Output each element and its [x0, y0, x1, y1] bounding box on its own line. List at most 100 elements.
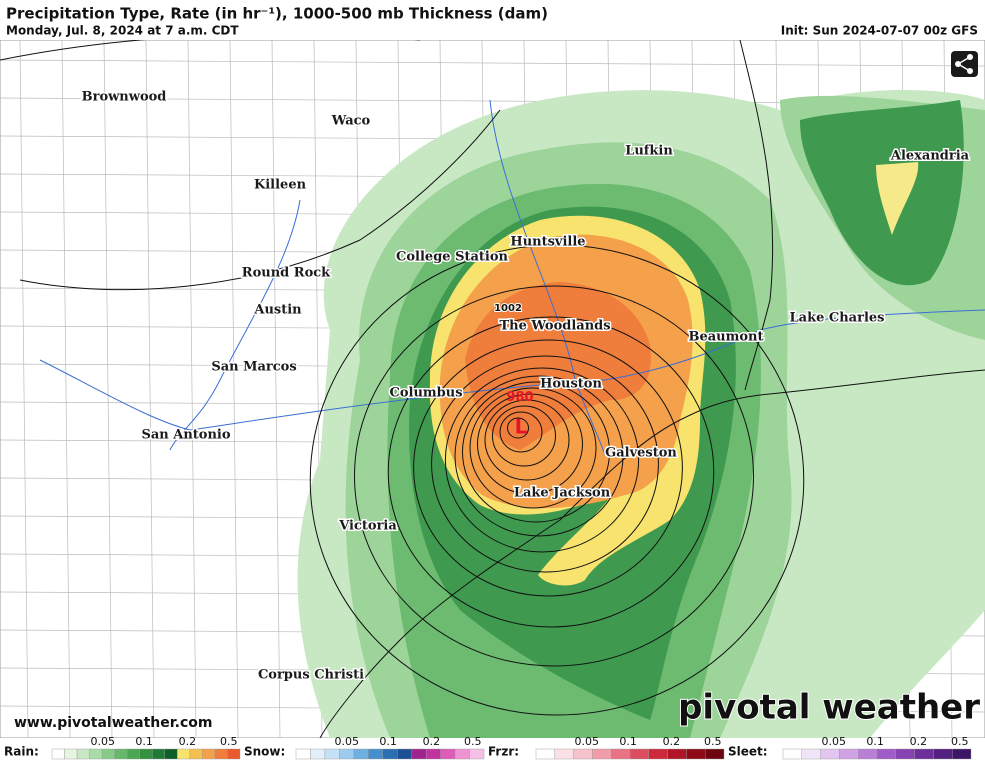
legend-swatch: [164, 748, 178, 760]
city-label: Houston: [540, 377, 602, 392]
legend-swatch: [933, 748, 953, 760]
legend-swatch: [177, 748, 191, 760]
city-label: Lake Charles: [790, 311, 885, 326]
legend-tick: 0.2: [663, 735, 681, 748]
county-line: [0, 59, 985, 67]
legend-swatch: [397, 748, 412, 760]
legend-tick: 0.1: [135, 735, 153, 748]
isobar: [454, 375, 624, 537]
legend-swatch: [858, 748, 878, 760]
legend-swatch: [820, 748, 840, 760]
legend-swatch: [469, 748, 485, 760]
legend-swatch: [425, 748, 441, 760]
city-label: Lake Jackson: [514, 486, 611, 501]
city-label: Killeen: [254, 178, 307, 193]
city-label: Corpus Christi: [258, 668, 364, 683]
county-line: [103, 40, 113, 738]
pressure-label: 1002: [494, 303, 522, 314]
county-line: [229, 40, 239, 738]
isobar: [444, 367, 640, 553]
isobar: [477, 393, 583, 495]
legend-tick: 0.5: [704, 735, 722, 748]
legend-swatch: [440, 748, 456, 760]
city-labels: Brownwood Waco Lufkin Alexandria Killeen Hunt…: [80, 88, 971, 684]
city-label: Austin: [253, 303, 302, 318]
legend-swatch: [782, 748, 802, 760]
legend-swatch: [295, 748, 311, 760]
legend-swatch: [114, 748, 128, 760]
city-label: Galveston: [605, 446, 677, 461]
county-line: [145, 40, 155, 738]
isobar: [469, 387, 597, 509]
legend-swatch: [152, 748, 165, 760]
legend-swatch: [339, 748, 355, 760]
legend-background: [0, 738, 985, 761]
isobars: [309, 244, 805, 716]
legend-label: Rain:: [4, 745, 39, 759]
footer-url: www.pivotalweather.com: [14, 715, 213, 731]
legend-tick: 0.1: [619, 735, 637, 748]
legend-tick: 0.05: [91, 735, 116, 748]
legend-swatch: [648, 748, 668, 760]
valid-time: Monday, Jul. 8, 2024 at 7 a.m. CDT: [6, 24, 239, 38]
legend-swatch: [51, 748, 65, 760]
isobar: [492, 405, 556, 467]
legend-tick: 0.05: [822, 735, 847, 748]
legend-label: Sleet:: [728, 745, 768, 759]
legend-swatch: [592, 748, 612, 760]
county-line: [271, 40, 281, 738]
legend-swatch: [324, 748, 340, 760]
legend-swatch: [126, 748, 140, 760]
precip: [297, 90, 985, 738]
legend-swatch: [573, 748, 593, 760]
thickness-lines: [0, 40, 501, 291]
legend-swatch: [686, 748, 706, 760]
isobar: [499, 411, 543, 453]
legend-swatch: [411, 748, 427, 760]
legend-swatch: [353, 748, 369, 760]
init-time: Init: Sun 2024-07-07 00z GFS: [781, 24, 978, 38]
city-label: College Station: [396, 250, 508, 265]
legend-swatch: [801, 748, 821, 760]
legend-swatch: [214, 748, 228, 760]
legend-tick: 0.2: [423, 735, 441, 748]
share-button[interactable]: [951, 51, 978, 77]
isobar: [387, 316, 715, 628]
isobar: [507, 417, 529, 439]
county-line: [61, 40, 71, 738]
isobar: [354, 285, 754, 667]
legend-swatch: [189, 748, 203, 760]
legend-tick: 0.1: [379, 735, 397, 748]
legend-tick: 0.05: [335, 735, 360, 748]
coastline: [319, 369, 985, 738]
legend-swatch: [101, 748, 115, 760]
pressure-label: 980: [506, 390, 533, 405]
city-label: Round Rock: [242, 266, 331, 281]
city-label: Lufkin: [625, 144, 673, 159]
legend-swatch: [629, 748, 649, 760]
isobar: [484, 399, 570, 481]
legend-tick: 0.2: [910, 735, 928, 748]
city-label: Brownwood: [82, 90, 167, 105]
county-line: [187, 40, 197, 738]
legend-tick: 0.1: [866, 735, 884, 748]
legend-swatch: [202, 748, 216, 760]
legend-tick: 0.5: [464, 735, 482, 748]
map: Brownwood Waco Lufkin Alexandria Killeen Hunt…: [0, 40, 985, 738]
isobar: [431, 355, 659, 573]
city-label: Alexandria: [890, 149, 970, 164]
legend-swatch: [895, 748, 915, 760]
legend-label: Frzr:: [488, 745, 519, 759]
legend-swatch: [952, 748, 972, 760]
legend-tick: 0.2: [179, 735, 197, 748]
legend-swatch: [382, 748, 398, 760]
legend-swatch: [554, 748, 574, 760]
rivers: [39, 99, 985, 456]
brand-logo: pivotal weather: [678, 688, 980, 728]
legend-swatch: [454, 748, 470, 760]
legend: Rain: 0.05 0.1 0.2 0.5 Snow: 0.05 0.1 0.2 0.5 Frzr…: [0, 735, 985, 761]
legend-swatch: [535, 748, 555, 760]
legend-swatch: [64, 748, 78, 760]
